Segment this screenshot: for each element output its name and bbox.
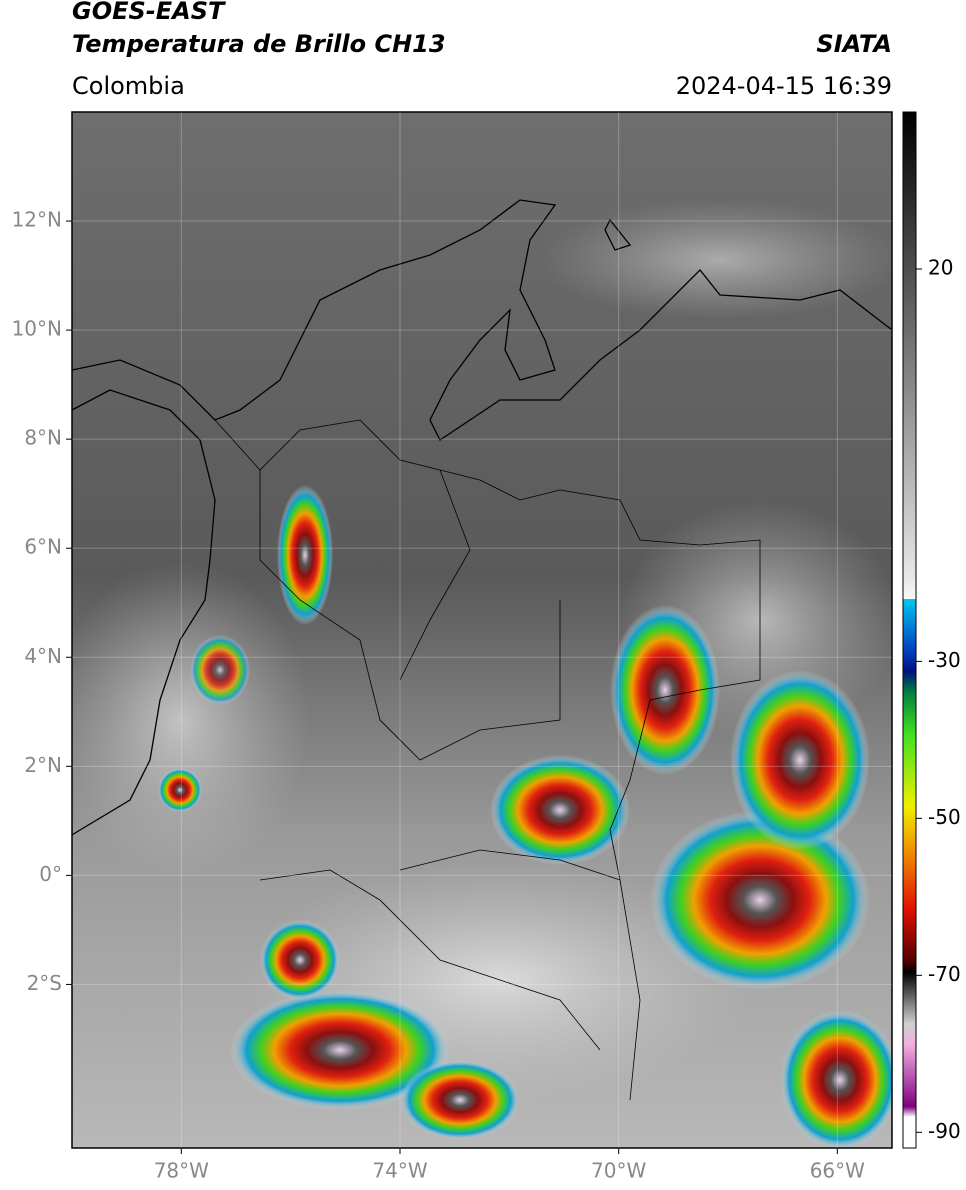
satellite-image	[72, 112, 892, 1148]
y-tick-label: 10°N	[12, 317, 62, 341]
y-tick-label: 2°S	[27, 971, 62, 995]
colorbar-label: -90	[928, 1119, 961, 1143]
subtitle: Temperatura de Brillo CH13	[72, 30, 446, 58]
colorbar-label: -70	[928, 962, 961, 986]
y-tick-label: 6°N	[24, 535, 62, 559]
y-tick-label: 0°	[39, 862, 62, 886]
datetime: 2024-04-15 16:39	[676, 72, 892, 100]
region: Colombia	[72, 72, 185, 100]
x-tick-label: 66°W	[810, 1159, 865, 1183]
y-tick-label: 4°N	[24, 644, 62, 668]
map-frame	[71, 111, 893, 1149]
y-tick-label: 12°N	[12, 208, 62, 232]
title: GOES-EAST	[72, 0, 226, 25]
colorbar	[902, 111, 917, 1149]
source: SIATA	[816, 30, 892, 58]
colorbar-label: -30	[928, 648, 961, 672]
x-tick-label: 74°W	[372, 1159, 427, 1183]
colorbar-label: 20	[928, 255, 953, 279]
x-tick-label: 70°W	[591, 1159, 646, 1183]
x-tick-label: 78°W	[154, 1159, 209, 1183]
y-tick-label: 8°N	[24, 426, 62, 450]
y-tick-label: 2°N	[24, 753, 62, 777]
colorbar-label: -50	[928, 805, 961, 829]
